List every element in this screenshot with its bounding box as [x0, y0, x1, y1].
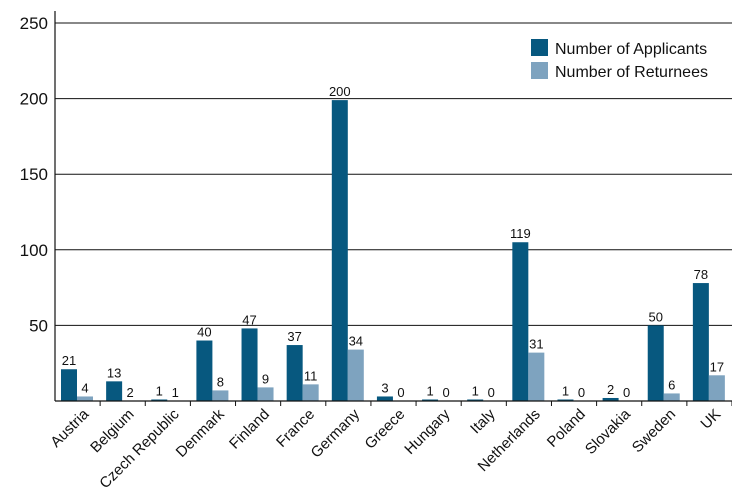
- legend-label: Number of Returnees: [555, 64, 708, 81]
- data-label: 0: [397, 385, 404, 400]
- legend: Number of Applicants Number of Returnees: [531, 39, 708, 81]
- data-label: 0: [578, 385, 585, 400]
- bar-applicants-italy: [467, 399, 484, 401]
- bar-applicants-slovakia: [602, 397, 619, 401]
- data-label: 0: [442, 385, 449, 400]
- data-label: 119: [510, 226, 531, 241]
- data-label: 0: [623, 385, 630, 400]
- data-label: 3: [381, 380, 388, 395]
- x-category-label: Hungary: [401, 405, 453, 457]
- bar-returnees-sweden: [663, 393, 680, 401]
- data-label: 34: [349, 334, 363, 349]
- bar-returnees-germany: [347, 349, 364, 401]
- data-label: 2: [127, 385, 134, 400]
- y-tick-label: 50: [29, 316, 48, 335]
- bar-returnees-denmark: [212, 390, 229, 401]
- data-label: 78: [694, 267, 708, 282]
- bar-applicants-austria: [61, 369, 77, 401]
- bar-applicants-belgium: [106, 381, 123, 401]
- data-label: 17: [710, 359, 724, 374]
- y-tick-label: 100: [20, 241, 48, 260]
- x-category-label: Germany: [308, 405, 364, 461]
- data-label: 1: [426, 383, 433, 398]
- x-category-label: Sweden: [629, 406, 679, 456]
- bar-applicants-finland: [241, 328, 258, 401]
- legend-swatch: [531, 39, 548, 56]
- x-category-label: UK: [698, 406, 725, 433]
- bar-applicants-denmark: [196, 340, 213, 401]
- data-label: 6: [668, 377, 675, 392]
- bar-applicants-czech-republic: [151, 399, 168, 401]
- data-label: 0: [488, 385, 495, 400]
- y-axis: 50 100 150 200 250: [20, 11, 56, 401]
- bar-applicants-germany: [331, 100, 348, 401]
- data-label: 8: [217, 374, 224, 389]
- bar-returnees-finland: [257, 387, 274, 401]
- data-label: 200: [329, 84, 351, 99]
- data-label: 1: [472, 383, 479, 398]
- legend-label: Number of Applicants: [555, 41, 707, 58]
- bar-applicants-france: [286, 345, 303, 401]
- bar-applicants-poland: [557, 399, 574, 401]
- bar-returnees-austria: [77, 396, 93, 401]
- data-label: 9: [262, 371, 269, 386]
- x-category-label: Denmark: [173, 405, 228, 460]
- y-tick-label: 150: [20, 165, 48, 184]
- x-category-label: Czech Republic: [96, 405, 183, 492]
- data-label: 2: [607, 382, 614, 397]
- legend-swatch: [531, 62, 548, 79]
- bar-applicants-uk: [692, 283, 709, 401]
- data-label: 1: [156, 383, 163, 398]
- gridlines: [55, 22, 732, 326]
- data-label: 13: [107, 365, 121, 380]
- x-category-label: Italy: [467, 405, 499, 437]
- x-category-label: Finland: [226, 406, 273, 453]
- bar-returnees-netherlands: [528, 352, 545, 401]
- x-category-label: Poland: [544, 406, 589, 451]
- x-category-label: Slovakia: [582, 405, 635, 458]
- data-label: 1: [172, 385, 179, 400]
- bar-applicants-sweden: [647, 325, 664, 401]
- data-label: 11: [304, 368, 318, 383]
- data-label: 21: [62, 353, 76, 368]
- bar-applicants-hungary: [422, 399, 439, 401]
- y-tick-label: 250: [20, 14, 48, 33]
- bars: [61, 100, 725, 401]
- data-label: 31: [529, 337, 543, 352]
- bar-returnees-france: [302, 384, 319, 401]
- data-label: 47: [242, 312, 256, 327]
- data-label: 4: [81, 380, 88, 395]
- y-tick-label: 200: [20, 90, 48, 109]
- data-label: 1: [562, 383, 569, 398]
- data-label: 37: [287, 329, 301, 344]
- data-label: 50: [648, 309, 662, 324]
- bar-applicants-netherlands: [512, 242, 529, 401]
- data-label: 40: [197, 325, 211, 340]
- bar-applicants-greece: [376, 396, 393, 401]
- x-category-label: France: [273, 406, 318, 451]
- bar-returnees-uk: [708, 375, 725, 401]
